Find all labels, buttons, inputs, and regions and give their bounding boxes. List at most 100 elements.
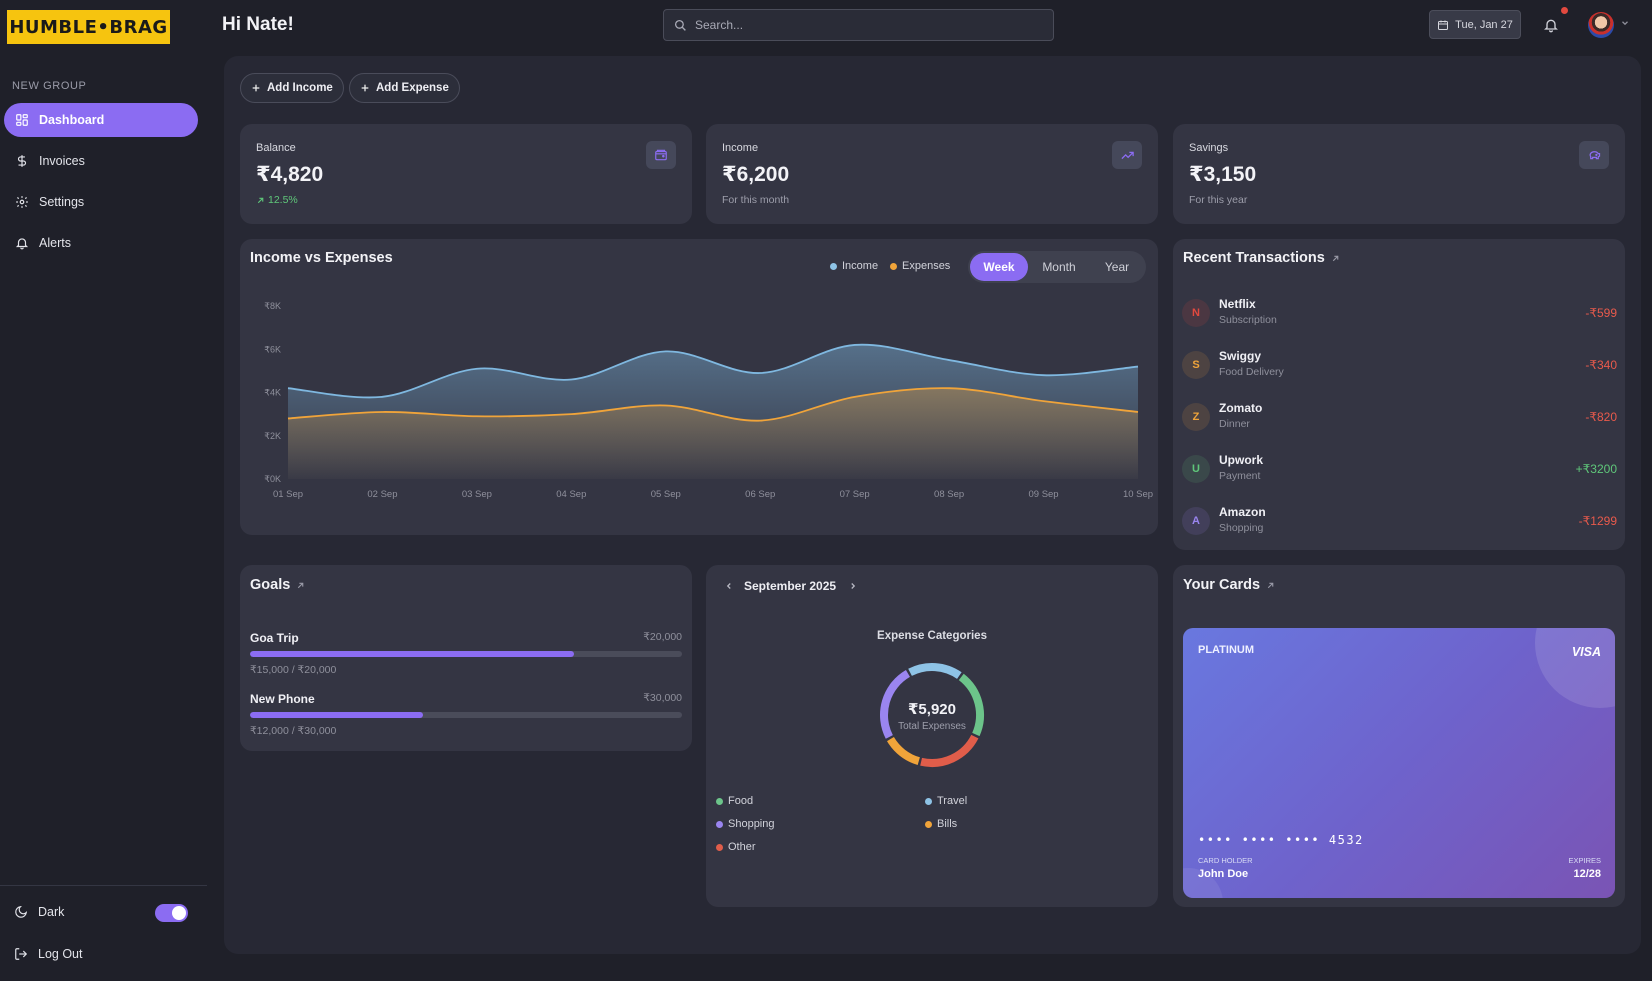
goal-name: Goa Trip [250, 631, 299, 645]
goal-progress-text: ₹15,000 / ₹20,000 [250, 664, 337, 676]
arrow-up-right-icon [298, 582, 304, 588]
tab-year[interactable]: Year [1104, 260, 1130, 274]
donut-slice-travel [908, 663, 962, 679]
sidebar-item-label: Alerts [39, 236, 71, 250]
stat-value: ₹3,150 [1189, 163, 1257, 186]
add-expense-label: Add Expense [376, 82, 449, 94]
x-tick-label: 09 Sep [1028, 489, 1058, 500]
x-tick-label: 01 Sep [273, 489, 303, 500]
greeting-title: Hi Nate! [222, 14, 294, 35]
search-input[interactable] [695, 18, 1025, 32]
x-tick-label: 08 Sep [934, 489, 964, 500]
transaction-row[interactable]: Z Zomato Dinner -₹820 [1182, 400, 1617, 434]
legend-dot [830, 262, 837, 270]
y-tick-label: ₹6K [264, 344, 281, 354]
donut-slice-shopping [880, 670, 911, 739]
x-tick-label: 10 Sep [1123, 489, 1153, 500]
series-line-expenses [287, 387, 1139, 422]
transaction-row[interactable]: S Swiggy Food Delivery -₹340 [1182, 348, 1617, 382]
stat-label: Balance [256, 142, 296, 154]
logout-button[interactable]: Log Out [14, 947, 82, 961]
donut-slice-other [920, 734, 979, 767]
goal-progress-text: ₹12,000 / ₹30,000 [250, 725, 337, 737]
notification-badge [1561, 7, 1568, 14]
plus-icon [252, 84, 260, 92]
x-tick-label: 05 Sep [651, 489, 681, 500]
donut-total-label: Total Expenses [898, 721, 966, 732]
transaction-category: Payment [1219, 470, 1261, 482]
sidebar-item-label: Settings [39, 195, 85, 209]
notifications-button[interactable] [1540, 14, 1562, 36]
transaction-row[interactable]: U Upwork Payment +₹3200 [1182, 452, 1617, 486]
search-bar[interactable] [663, 9, 1054, 41]
sidebar-item-invoices[interactable]: Invoices [4, 144, 198, 178]
brand-logo[interactable]: HUMBLE•BRAG [7, 10, 170, 44]
month-label: September 2025 [744, 579, 837, 593]
category-legend-item: Shopping [716, 818, 775, 830]
add-income-button[interactable]: Add Income [240, 73, 344, 103]
y-tick-label: ₹0K [264, 474, 281, 484]
tab-week[interactable]: Week [970, 253, 1028, 281]
legend-label: Income [842, 260, 879, 272]
bell-icon [1544, 19, 1558, 33]
goal-name: New Phone [250, 692, 315, 706]
transaction-avatar: S [1182, 351, 1210, 379]
sidebar-item-dashboard[interactable]: Dashboard [4, 103, 198, 137]
category-name: Shopping [728, 818, 775, 830]
sidebar-item-settings[interactable]: Settings [4, 185, 198, 219]
goal-target: ₹30,000 [643, 692, 682, 704]
tab-month[interactable]: Month [1042, 260, 1076, 274]
transaction-amount: -₹599 [1585, 306, 1617, 320]
transaction-row[interactable]: A Amazon Shopping -₹1299 [1182, 504, 1617, 538]
series-line-income [287, 343, 1139, 399]
goal-progress-fill [250, 712, 423, 718]
card-holder: John Doe [1198, 868, 1249, 880]
piggy-bank-icon [1579, 141, 1609, 169]
transaction-category: Subscription [1219, 314, 1277, 326]
expense-categories-card: September 2025 Expense Categories ₹5,920… [706, 565, 1158, 907]
search-icon [674, 19, 686, 31]
sidebar-group-label: NEW GROUP [12, 80, 87, 92]
transaction-name: Netflix [1219, 297, 1256, 311]
stat-sub: 12.5% [268, 194, 298, 206]
cards-title: Your Cards [1183, 577, 1261, 593]
chevron-left-icon[interactable] [724, 581, 734, 591]
sidebar-item-alerts[interactable]: Alerts [4, 226, 198, 260]
theme-toggle[interactable] [155, 904, 188, 922]
sidebar-item-label: Invoices [39, 154, 85, 168]
expense-donut-chart [880, 663, 984, 767]
x-tick-label: 07 Sep [840, 489, 870, 500]
balance-card: Balance ₹4,820 12.5% [240, 124, 692, 224]
card-number: •••• •••• •••• 4532 [1198, 833, 1364, 847]
date-button[interactable]: Tue, Jan 27 [1429, 10, 1521, 39]
stat-label: Income [722, 142, 759, 154]
series-area-expenses [288, 388, 1138, 479]
category-name: Travel [937, 795, 968, 807]
cards-header[interactable]: Your Cards [1183, 577, 1275, 593]
transaction-avatar: Z [1182, 403, 1210, 431]
goals-header[interactable]: Goals [250, 577, 305, 593]
stat-label: Savings [1189, 142, 1229, 154]
card-holder-label: CARD HOLDER [1198, 856, 1253, 865]
transaction-name: Upwork [1219, 453, 1264, 467]
avatar[interactable] [1588, 12, 1614, 38]
transaction-row[interactable]: N Netflix Subscription -₹599 [1182, 296, 1617, 330]
credit-card[interactable]: PLATINUM VISA •••• •••• •••• 4532 CARD H… [1183, 628, 1615, 898]
stat-value: ₹4,820 [256, 163, 324, 186]
y-tick-label: ₹8K [264, 301, 281, 311]
transactions-header[interactable]: Recent Transactions [1183, 250, 1340, 266]
transaction-avatar: A [1182, 507, 1210, 535]
legend-dot [925, 797, 932, 805]
chevron-right-icon[interactable] [848, 581, 858, 591]
legend-label: Expenses [902, 260, 951, 272]
income-card: Income ₹6,200 For this month [706, 124, 1158, 224]
stat-value: ₹6,200 [722, 163, 790, 186]
stat-sub: For this month [722, 194, 790, 206]
chevron-down-icon[interactable] [1620, 18, 1630, 28]
category-name: Food [728, 795, 754, 807]
card-expires: 12/28 [1573, 868, 1601, 880]
category-legend-item: Other [716, 841, 756, 853]
card-expires-label: EXPIRES [1568, 856, 1601, 865]
add-expense-button[interactable]: Add Expense [349, 73, 460, 103]
y-tick-label: ₹4K [264, 388, 281, 398]
